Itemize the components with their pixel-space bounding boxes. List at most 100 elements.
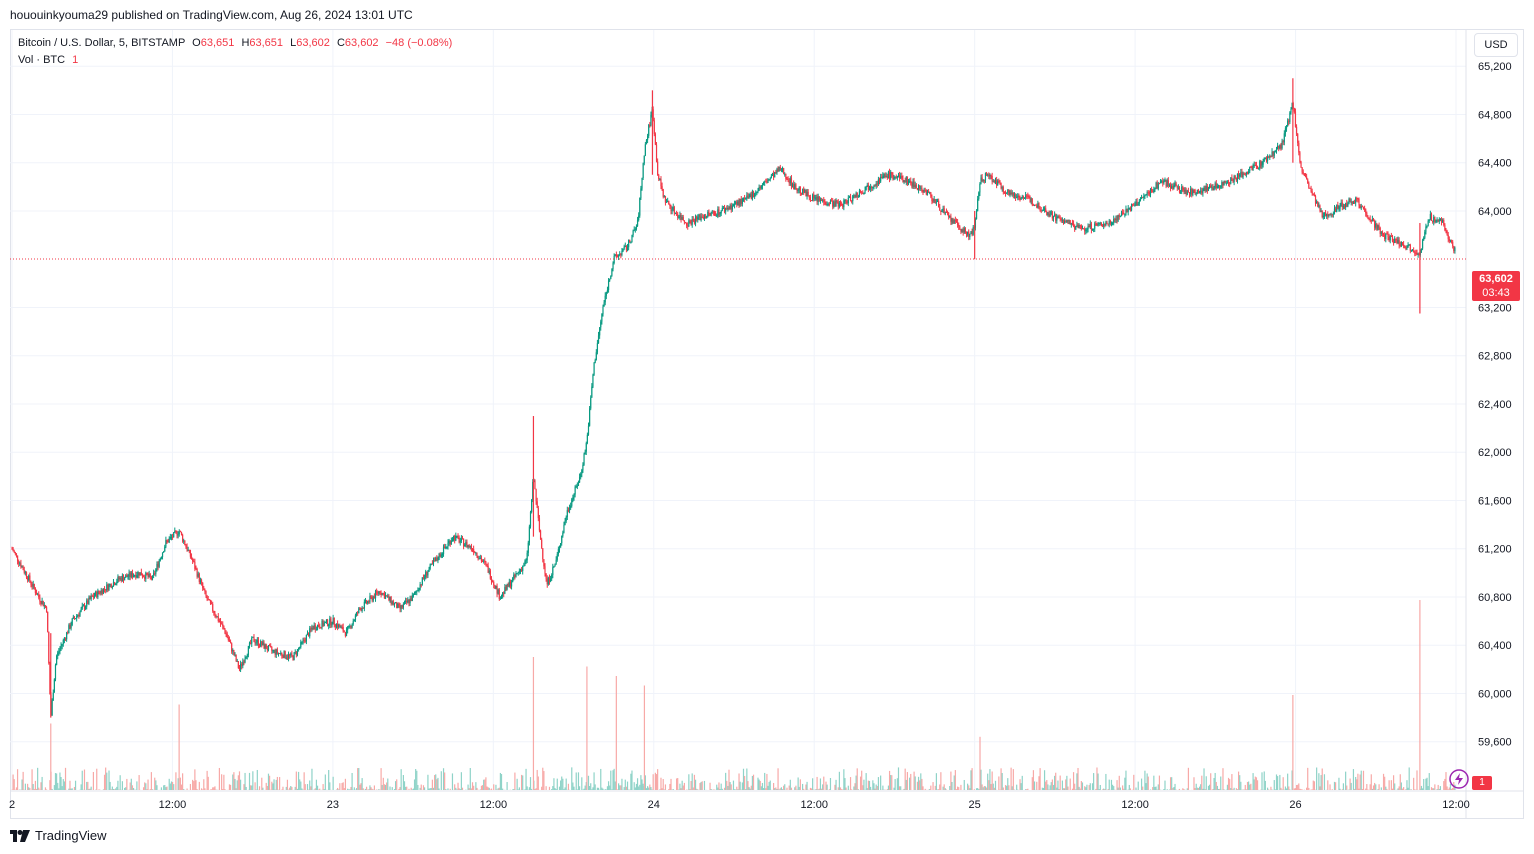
legend-volume-label[interactable]: Vol · BTC	[18, 54, 66, 66]
candle-body	[57, 652, 59, 657]
candle-body	[22, 566, 24, 570]
candle-body	[185, 545, 187, 547]
candle-body	[1376, 223, 1378, 230]
candle-body	[994, 180, 997, 183]
volume-bar	[543, 771, 545, 790]
candle-body	[1435, 220, 1437, 222]
candle-body	[1048, 212, 1050, 217]
candle-body	[859, 191, 862, 193]
footer-brand[interactable]: TradingView	[10, 828, 107, 843]
legend-open-value: 63,651	[200, 37, 235, 49]
candle-body	[1244, 173, 1246, 175]
candle-body	[458, 537, 460, 543]
candle-body	[828, 203, 830, 205]
volume-bar	[1104, 789, 1106, 790]
volume-bar	[1289, 789, 1291, 790]
candle-body	[1022, 196, 1024, 199]
candle-body	[738, 201, 740, 206]
volume-bar	[845, 787, 847, 790]
candle-body	[1295, 126, 1298, 134]
volume-bar	[1214, 772, 1216, 790]
candle-body	[571, 499, 573, 506]
candle-body	[74, 618, 77, 620]
volume-bar	[661, 788, 663, 790]
volume-bar	[1084, 786, 1086, 790]
candle-body	[506, 583, 508, 590]
currency-button[interactable]: USD	[1474, 33, 1518, 57]
x-tick-label: 12:00	[159, 799, 187, 811]
volume-bar	[1076, 773, 1078, 790]
volume-bar	[258, 786, 261, 790]
volume-bar	[757, 777, 759, 790]
volume-bar	[299, 779, 301, 790]
volume-bar	[681, 780, 683, 790]
candle-body	[854, 195, 856, 198]
candle-body	[640, 188, 642, 198]
candle-body	[140, 572, 142, 576]
candle-body	[342, 626, 344, 632]
candle-body	[217, 616, 219, 622]
volume-bar	[1248, 781, 1250, 790]
candle-body	[1114, 219, 1116, 221]
volume-bar	[954, 770, 956, 790]
volume-bar	[690, 780, 692, 790]
candle-body	[1314, 195, 1317, 204]
volume-bar	[1400, 782, 1402, 790]
candle-body	[842, 204, 844, 208]
candle-body	[509, 581, 512, 587]
candle-body	[566, 510, 568, 518]
volume-bar	[1166, 789, 1168, 790]
volume-bar	[1105, 773, 1107, 790]
candle-body	[711, 211, 713, 213]
candle-body	[400, 605, 402, 609]
candle-body	[1059, 217, 1061, 219]
candle-body	[444, 546, 446, 549]
volume-bar	[1239, 775, 1241, 790]
volume-bar	[1155, 786, 1157, 790]
candle-body	[716, 215, 718, 217]
candle-body	[618, 254, 620, 257]
candle-body	[834, 201, 836, 207]
volume-bar	[271, 781, 273, 790]
candle-body	[902, 178, 904, 182]
last-price-badge: 63,602 03:43	[1472, 271, 1520, 301]
volume-bar	[1054, 775, 1056, 790]
candle-body	[81, 606, 83, 609]
candle-body	[745, 197, 747, 200]
candle-body	[686, 222, 688, 226]
candle-body	[178, 531, 180, 535]
candle-body	[959, 226, 961, 230]
candle-body	[1433, 217, 1435, 222]
volume-bar	[235, 788, 237, 790]
volume-bar	[645, 788, 648, 790]
candle-body	[1143, 196, 1145, 198]
y-tick-label: 63,200	[1478, 302, 1512, 314]
candle-body	[1403, 244, 1405, 247]
volume-bar	[194, 769, 196, 790]
lightning-icon[interactable]	[1448, 768, 1470, 790]
volume-bar	[480, 785, 483, 790]
volume-bar	[973, 789, 975, 790]
candle-body	[451, 539, 454, 541]
candle-body	[1386, 233, 1388, 235]
volume-bar	[415, 769, 417, 790]
volume-bar	[872, 780, 874, 790]
volume-bar	[554, 788, 556, 790]
candle-body	[82, 605, 84, 607]
candle-body	[1340, 202, 1342, 207]
volume-bar	[657, 769, 659, 790]
candle-body	[624, 246, 626, 248]
volume-bar	[781, 789, 784, 790]
volume-bar	[212, 787, 214, 790]
volume-bar	[285, 786, 287, 790]
volume-bar	[1135, 787, 1137, 790]
volume-bar	[1399, 774, 1401, 790]
legend-symbol[interactable]: Bitcoin / U.S. Dollar, 5, BITSTAMP	[18, 37, 186, 49]
volume-bar	[1036, 781, 1038, 790]
volume-bar	[650, 787, 652, 790]
chart-frame[interactable]	[10, 29, 1524, 819]
volume-bar	[1227, 777, 1230, 790]
y-tick-label: 64,400	[1478, 158, 1512, 170]
volume-bar	[1353, 788, 1356, 790]
